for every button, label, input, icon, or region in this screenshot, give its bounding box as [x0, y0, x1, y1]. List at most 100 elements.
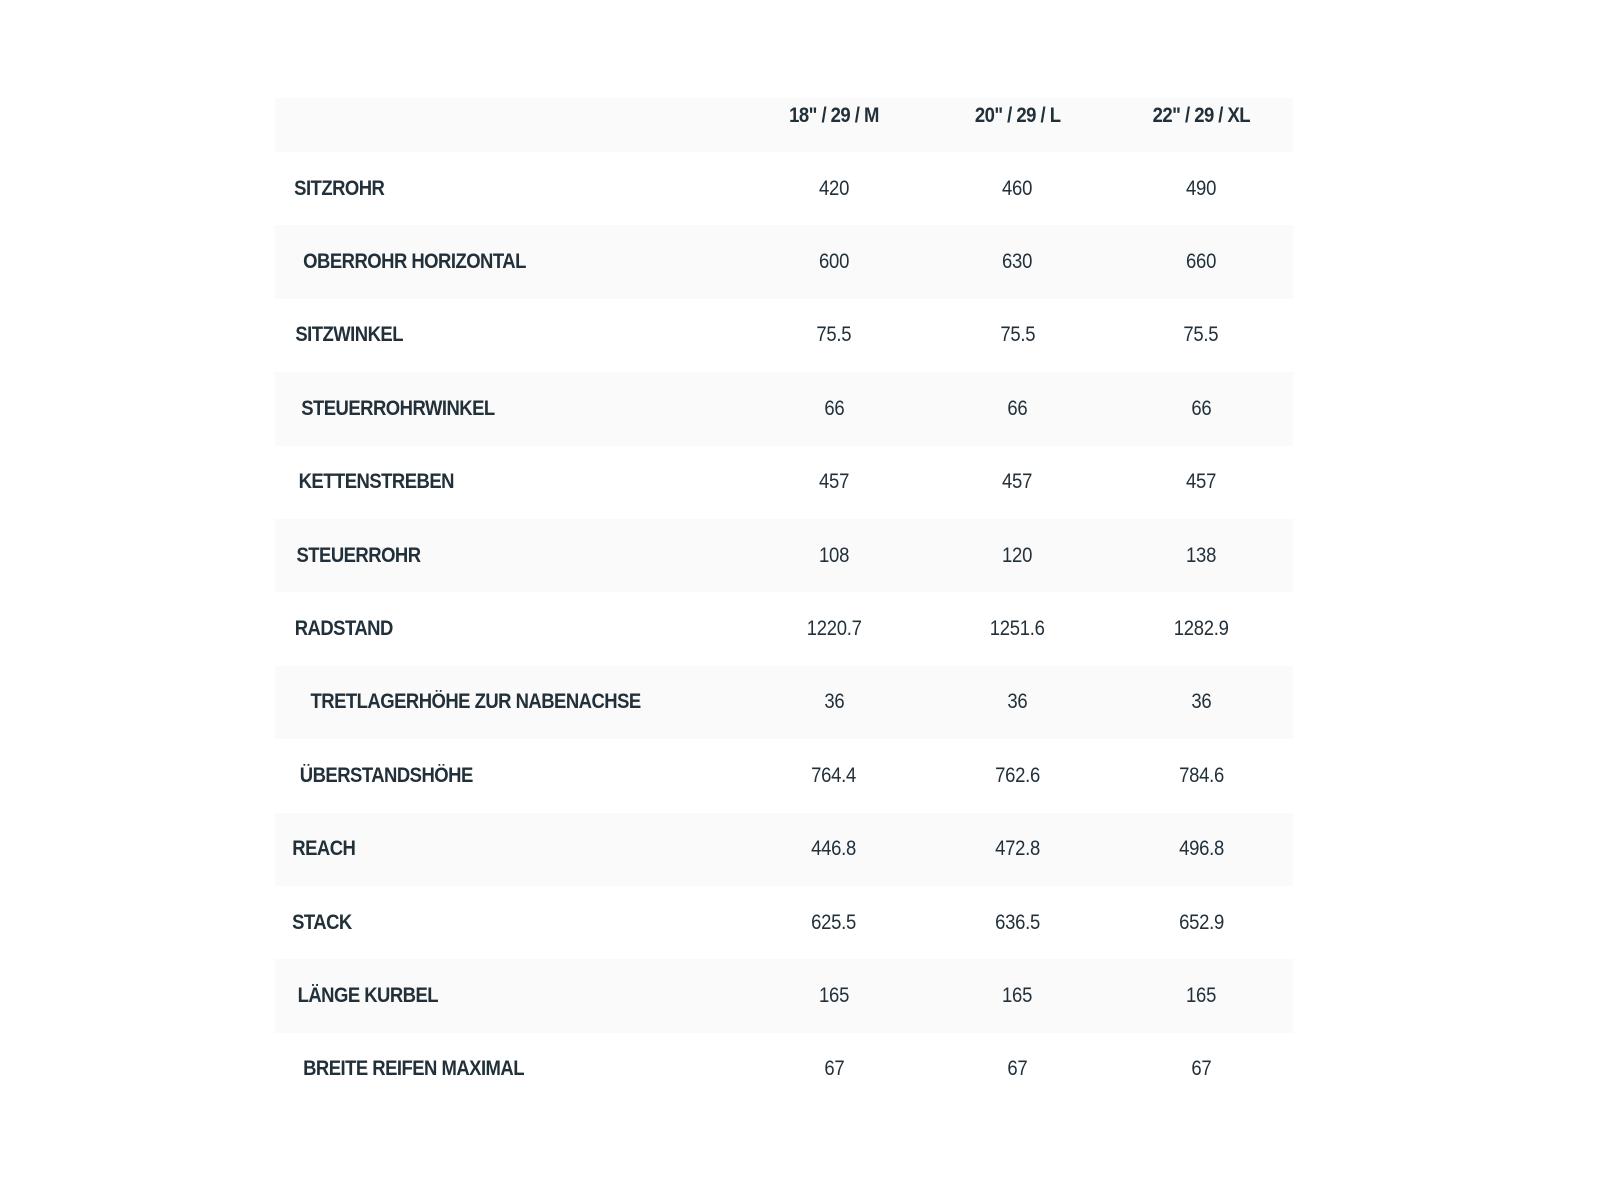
table-row: STEUERROHRWINKEL 66 66 66: [275, 372, 1293, 446]
value-cell: 784.6: [1109, 739, 1293, 812]
value-cell: 67: [926, 1033, 1110, 1106]
header-size-l: 20" / 29 / L: [926, 98, 1110, 152]
row-label: RADSTAND: [294, 617, 394, 641]
value-cell: 762.6: [926, 739, 1110, 812]
value-cell: 460: [926, 152, 1110, 225]
value-cell: 66: [742, 372, 926, 445]
row-value: 784.6: [1178, 763, 1224, 787]
table-row: SITZROHR 420 460 490: [275, 152, 1293, 225]
table-row: REACH 446.8 472.8 496.8: [275, 812, 1293, 886]
value-cell: 457: [742, 446, 926, 519]
row-label: SITZWINKEL: [295, 323, 403, 347]
value-cell: 75.5: [1109, 299, 1293, 372]
row-value: 108: [818, 543, 849, 567]
table-row: TRETLAGERHÖHE ZUR NABENACHSE 36 36 36: [275, 665, 1293, 740]
row-value: 460: [1002, 176, 1033, 200]
row-label-cell: STACK: [275, 886, 742, 959]
value-cell: 420: [742, 152, 926, 225]
row-label: BREITE REIFEN MAXIMAL: [303, 1057, 525, 1081]
header-label: 18" / 29 / M: [789, 104, 879, 127]
value-cell: 600: [742, 225, 926, 298]
row-value: 67: [1007, 1057, 1028, 1081]
value-cell: 138: [1109, 519, 1293, 592]
row-value: 36: [1007, 690, 1028, 714]
value-cell: 108: [742, 519, 926, 592]
row-label-cell: OBERROHR HORIZONTAL: [275, 225, 742, 298]
row-value: 165: [1186, 983, 1217, 1007]
header-size-m: 18" / 29 / M: [742, 98, 926, 152]
row-label: KETTENSTREBEN: [298, 470, 455, 494]
geometry-table: 18" / 29 / M 20" / 29 / L 22" / 29 / XL …: [275, 98, 1293, 1106]
value-cell: 67: [742, 1033, 926, 1106]
value-cell: 36: [742, 666, 926, 739]
row-value: 446.8: [811, 837, 857, 861]
value-cell: 457: [926, 446, 1110, 519]
value-cell: 625.5: [742, 886, 926, 959]
value-cell: 652.9: [1109, 886, 1293, 959]
row-value: 636.5: [995, 910, 1040, 934]
row-label-cell: TRETLAGERHÖHE ZUR NABENACHSE: [275, 666, 742, 739]
header-empty-cell: [275, 98, 742, 152]
value-cell: 660: [1109, 225, 1293, 298]
value-cell: 75.5: [742, 299, 926, 372]
row-value: 1282.9: [1173, 617, 1229, 641]
row-label: ÜBERSTANDSHÖHE: [299, 763, 474, 787]
row-label-cell: KETTENSTREBEN: [275, 446, 742, 519]
value-cell: 446.8: [742, 813, 926, 886]
row-value: 66: [1191, 396, 1212, 420]
row-label-cell: REACH: [275, 813, 742, 886]
row-label-cell: SITZWINKEL: [275, 299, 742, 372]
table-row: OBERROHR HORIZONTAL 600 630 660: [275, 225, 1293, 299]
row-value: 652.9: [1178, 910, 1224, 934]
table-row: STEUERROHR 108 120 138: [275, 518, 1293, 593]
row-value: 457: [1002, 470, 1033, 494]
row-value: 625.5: [811, 910, 857, 934]
row-value: 762.6: [995, 763, 1040, 787]
row-label-cell: RADSTAND: [275, 592, 742, 665]
row-value: 36: [1191, 690, 1212, 714]
table-row: ÜBERSTANDSHÖHE 764.4 762.6 784.6: [275, 739, 1293, 812]
row-label: TRETLAGERHÖHE ZUR NABENACHSE: [310, 690, 642, 714]
value-cell: 1282.9: [1109, 592, 1293, 665]
row-value: 472.8: [995, 837, 1040, 861]
row-value: 420: [818, 176, 849, 200]
value-cell: 1220.7: [742, 592, 926, 665]
table-row: LÄNGE KURBEL 165 165 165: [275, 959, 1293, 1033]
value-cell: 66: [926, 372, 1110, 445]
table-row: KETTENSTREBEN 457 457 457: [275, 446, 1293, 519]
row-value: 165: [1002, 983, 1033, 1007]
row-value: 138: [1186, 543, 1217, 567]
row-value: 67: [1191, 1057, 1212, 1081]
value-cell: 66: [1109, 372, 1293, 445]
row-label: REACH: [292, 837, 356, 861]
row-value: 457: [1186, 470, 1217, 494]
row-label-cell: SITZROHR: [275, 152, 742, 225]
value-cell: 36: [926, 666, 1110, 739]
row-value: 490: [1186, 176, 1217, 200]
value-cell: 472.8: [926, 813, 1110, 886]
value-cell: 75.5: [926, 299, 1110, 372]
value-cell: 165: [742, 959, 926, 1032]
value-cell: 1251.6: [926, 592, 1110, 665]
row-label-cell: BREITE REIFEN MAXIMAL: [275, 1033, 742, 1106]
row-value: 66: [1007, 396, 1028, 420]
row-label: STACK: [292, 910, 352, 934]
value-cell: 630: [926, 225, 1110, 298]
table-row: STACK 625.5 636.5 652.9: [275, 886, 1293, 959]
row-value: 75.5: [816, 323, 852, 347]
row-value: 165: [818, 983, 849, 1007]
table-row: SITZWINKEL 75.5 75.5 75.5: [275, 299, 1293, 372]
value-cell: 457: [1109, 446, 1293, 519]
row-label-cell: STEUERROHRWINKEL: [275, 372, 742, 445]
value-cell: 636.5: [926, 886, 1110, 959]
row-value: 67: [823, 1057, 844, 1081]
row-label: SITZROHR: [294, 176, 385, 200]
row-value: 75.5: [1000, 323, 1035, 347]
value-cell: 36: [1109, 666, 1293, 739]
row-label: LÄNGE KURBEL: [297, 983, 439, 1007]
row-label: STEUERROHR: [296, 543, 421, 567]
value-cell: 496.8: [1109, 813, 1293, 886]
row-value: 75.5: [1183, 323, 1219, 347]
value-cell: 764.4: [742, 739, 926, 812]
row-value: 1220.7: [806, 617, 862, 641]
